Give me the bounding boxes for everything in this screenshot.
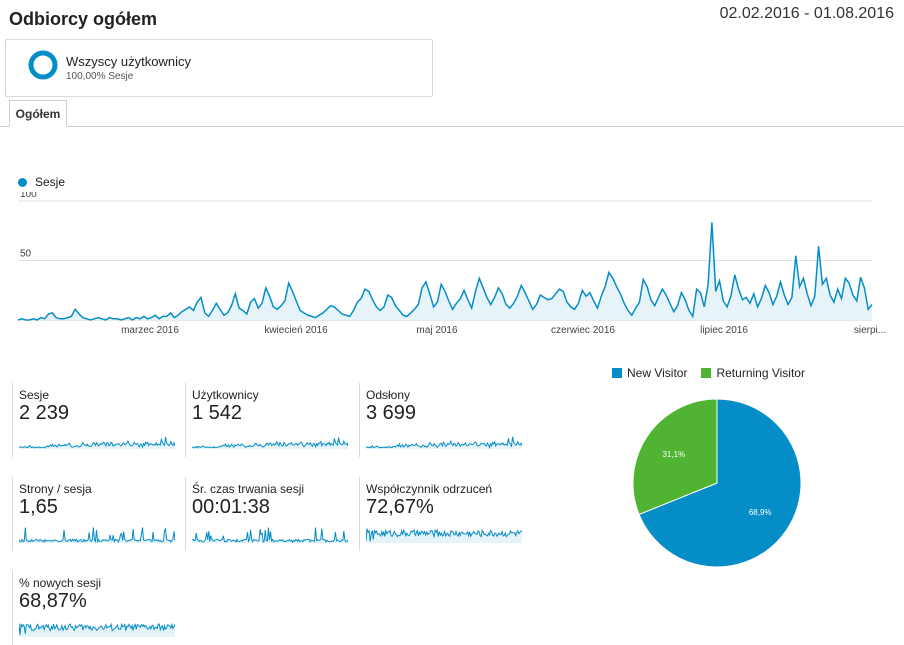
metric-label: Sesje [19, 388, 50, 402]
metric-pages-per-session[interactable]: Strony / sesja 1,65 [12, 477, 175, 551]
sparkline [366, 528, 522, 543]
segment-ring-icon [28, 50, 58, 80]
metric-label: Śr. czas trwania sesji [192, 482, 305, 496]
sparkline-line [19, 527, 175, 543]
visitor-pie-chart: 68,9% 31,1% [632, 398, 802, 568]
sessions-area [18, 222, 872, 320]
metric-label: % nowych sesji [19, 576, 102, 590]
legend-dot-icon [18, 177, 27, 187]
segment-card[interactable]: Wszyscy użytkownicy 100,00% Sesje [5, 39, 433, 97]
metric-value: 2 239 [19, 402, 70, 424]
sparkline [192, 437, 348, 449]
metric-value: 1 542 [192, 402, 243, 424]
segment-name: Wszyscy użytkownicy [66, 54, 191, 69]
metric-pageviews[interactable]: Odsłony 3 699 [359, 383, 522, 457]
segment-subtitle: 100,00% Sesje [66, 71, 134, 82]
metric-value: 1,65 [19, 496, 58, 518]
sparkline-line [366, 436, 522, 449]
metric-sessions[interactable]: Sesje 2 239 [12, 383, 175, 457]
sparkline-line [192, 437, 348, 449]
tab-divider [0, 126, 904, 127]
y-tick-label: 100 [20, 192, 37, 200]
metric-value: 72,67% [366, 496, 434, 518]
legend-label: Sesje [35, 175, 66, 189]
legend-swatch-icon [612, 368, 622, 378]
metric-label: Strony / sesja [19, 482, 92, 496]
metric-value: 00:01:38 [192, 496, 270, 518]
sparkline-line [366, 528, 522, 542]
pie-slice-label: 31,1% [662, 450, 685, 459]
metric-value: 68,87% [19, 590, 87, 612]
metric-avg-session-duration[interactable]: Śr. czas trwania sesji 00:01:38 [185, 477, 348, 551]
legend-item-returning-visitor[interactable]: Returning Visitor [701, 366, 805, 380]
sparkline [192, 527, 348, 543]
sessions-chart: 100 50 marzec 2016 kwiecień 2016 maj 2016 cze… [17, 192, 886, 336]
metric-new-sessions[interactable]: % nowych sesji 68,87% [12, 571, 175, 645]
metric-label: Współczynnik odrzuceń [366, 482, 493, 496]
pie-slice-label: 68,9% [749, 508, 772, 517]
sessions-chart-legend[interactable]: Sesje [18, 175, 65, 189]
sparkline-line [19, 436, 175, 449]
sparkline [19, 622, 175, 637]
legend-swatch-icon [701, 368, 712, 378]
visitor-pie-legend: New Visitor Returning Visitor [612, 366, 819, 380]
metric-bounce-rate[interactable]: Współczynnik odrzuceń 72,67% [359, 477, 522, 551]
metric-users[interactable]: Użytkownicy 1 542 [185, 383, 348, 457]
page-title: Odbiorcy ogółem [9, 9, 158, 29]
sparkline-line [192, 527, 348, 543]
metric-label: Odsłony [366, 388, 411, 402]
sessions-line [17, 222, 873, 321]
sparkline [19, 527, 175, 543]
date-range-selector[interactable]: 02.02.2016 - 01.08.2016 [719, 5, 894, 22]
metric-value: 3 699 [366, 402, 417, 424]
sparkline-line [19, 622, 175, 636]
y-tick-label: 50 [20, 249, 32, 260]
x-tick-label: sierpi... [854, 325, 886, 336]
sparkline [19, 436, 175, 449]
pie-slice-returning-visitor[interactable] [632, 398, 718, 516]
legend-item-new-visitor[interactable]: New Visitor [612, 366, 687, 380]
x-tick-label: lipiec 2016 [700, 325, 748, 336]
x-tick-label: maj 2016 [416, 325, 458, 336]
sparkline [366, 436, 522, 449]
pie-slice-new-visitor[interactable] [638, 398, 802, 568]
x-tick-label: marzec 2016 [121, 325, 179, 336]
legend-label: Returning Visitor [716, 366, 805, 380]
legend-label: New Visitor [627, 366, 688, 380]
x-tick-label: czerwiec 2016 [551, 325, 615, 336]
metric-label: Użytkownicy [192, 388, 259, 402]
x-tick-label: kwiecień 2016 [264, 325, 328, 336]
tab-overview[interactable]: Ogółem [9, 100, 67, 127]
